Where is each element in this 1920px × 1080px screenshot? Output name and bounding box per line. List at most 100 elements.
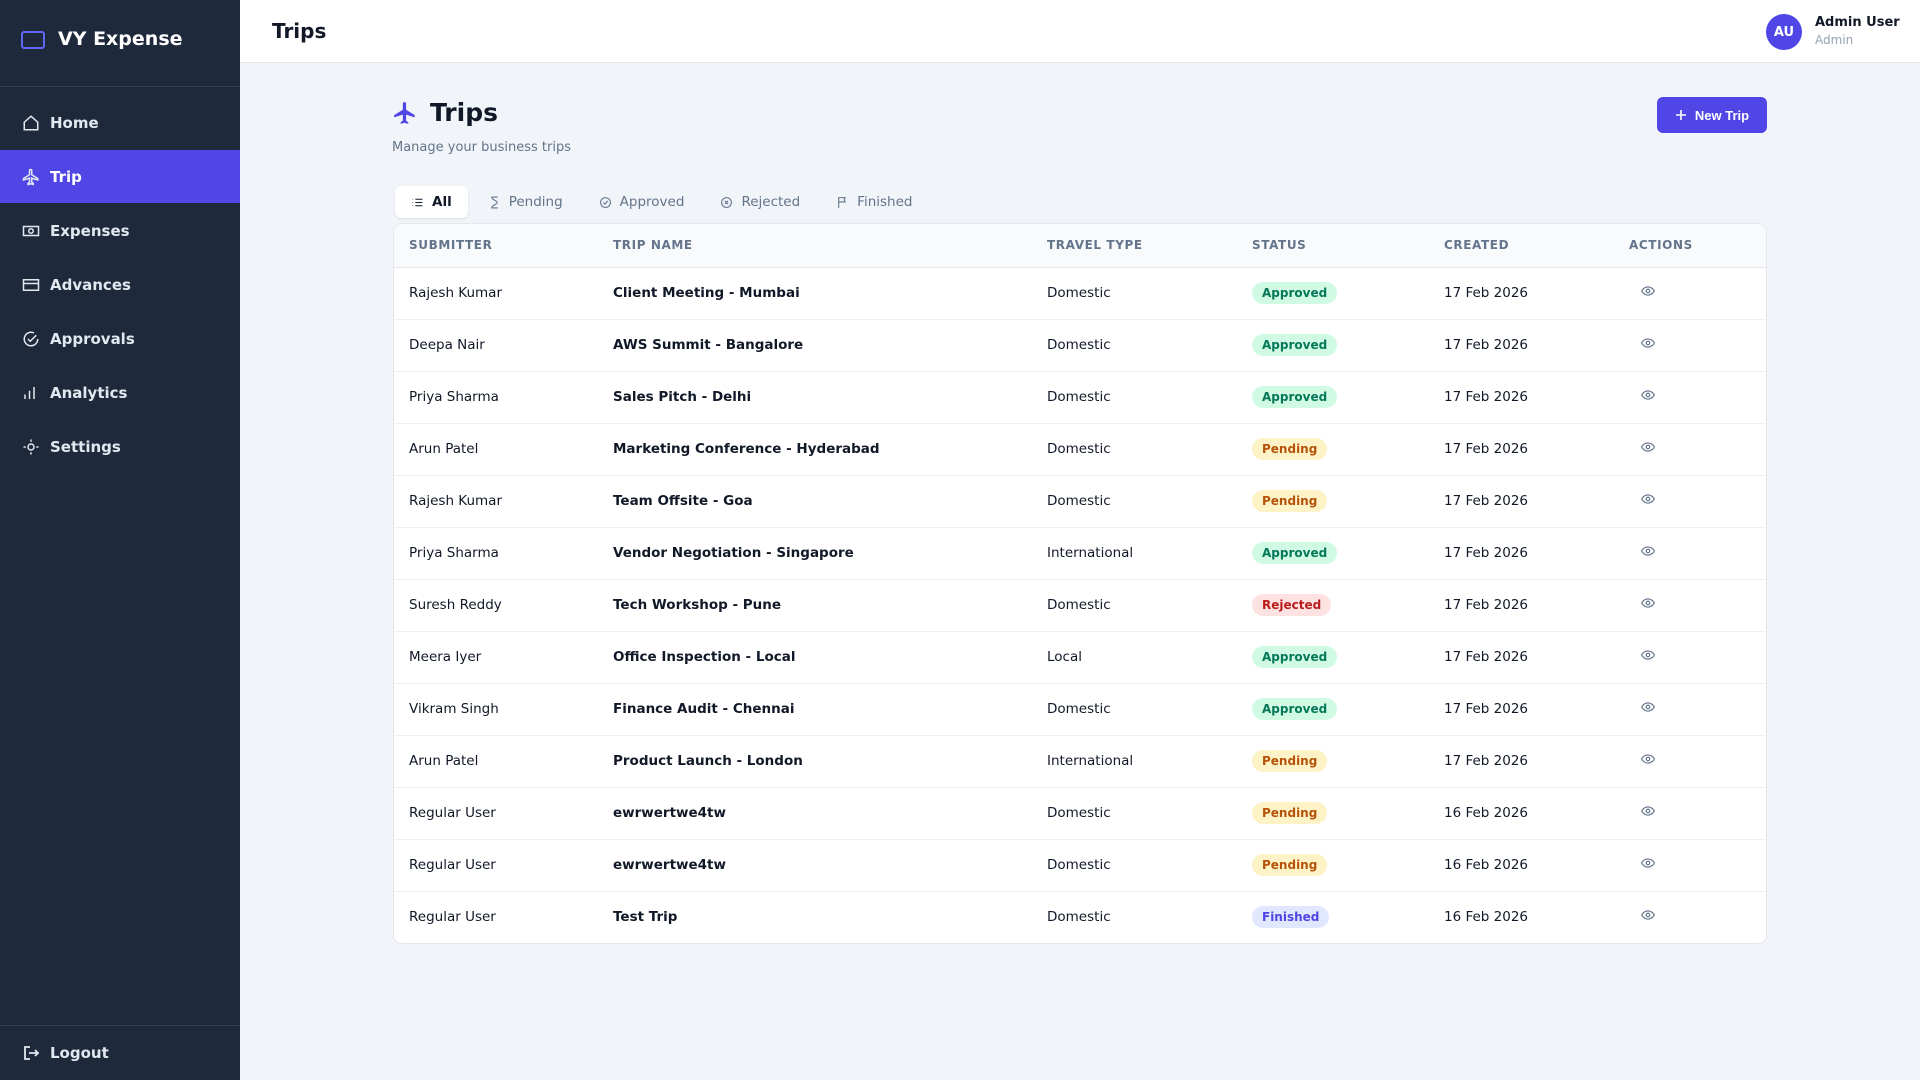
icon xyxy=(22,114,40,132)
nav-item[interactable]: Approvals xyxy=(0,312,240,365)
trip-row: Deepa Nair AWS Summit - Bangalore Domestic… xyxy=(394,319,1766,372)
nav-item[interactable]: Home xyxy=(0,96,240,149)
tab[interactable]: Finished xyxy=(820,186,928,218)
icon xyxy=(720,196,733,209)
trip-name: Test Trip xyxy=(613,909,678,926)
nav-item[interactable]: Analytics xyxy=(0,366,240,419)
nav-item[interactable]: Expenses xyxy=(0,204,240,257)
tab-label: All xyxy=(432,194,452,210)
icon xyxy=(836,196,849,209)
trip-row: Suresh Reddy Tech Workshop - Pune Domestic… xyxy=(394,579,1766,632)
brand-name: VY Expense xyxy=(58,28,183,50)
new-trip-button[interactable]: New Trip xyxy=(1657,97,1767,133)
nav-label: Expenses xyxy=(50,221,130,240)
trip-row: Priya Sharma Vendor Negotiation - Singapo… xyxy=(394,527,1766,580)
page-title-text: Trips xyxy=(430,98,498,127)
cell: Rajesh Kumar xyxy=(394,267,612,320)
page-subtitle: Manage your business trips xyxy=(392,140,572,155)
icon xyxy=(22,168,40,186)
icon xyxy=(22,384,40,402)
header-row: SUBMITTER TRIP NAME TRAVEL TYPE STATUS CREAT… xyxy=(394,224,1766,268)
status-cell: Approved xyxy=(1251,371,1443,424)
actions-cell xyxy=(1628,319,1766,372)
nav-item[interactable]: Settings xyxy=(0,420,240,473)
trip-name: Office Inspection - Local xyxy=(612,631,1046,684)
status-cell: Finished xyxy=(1251,891,1443,943)
logout[interactable]: Logout xyxy=(0,1026,240,1079)
trip-row: Rajesh Kumar Team Offsite - Goa Domestic Pe… xyxy=(394,475,1766,528)
tab[interactable]: Pending xyxy=(472,186,579,218)
topbar: Trips AU Admin User Admin xyxy=(240,0,1920,63)
view-button[interactable] xyxy=(1641,596,1655,610)
status-badge: Pending xyxy=(1252,490,1328,512)
divider xyxy=(0,1025,240,1026)
column-header: SUBMITTER xyxy=(394,224,612,268)
view-button[interactable] xyxy=(1641,388,1655,402)
column-header: TRIP NAME xyxy=(612,224,1046,268)
actions-cell xyxy=(1628,475,1766,528)
cell: 17 Feb 2026 xyxy=(1443,371,1628,424)
view-button[interactable] xyxy=(1641,492,1655,506)
view-button[interactable] xyxy=(1641,284,1655,298)
column-header: ACTIONS xyxy=(1628,224,1766,268)
status-cell: Pending xyxy=(1251,475,1443,528)
cell: 17 Feb 2026 xyxy=(1443,683,1628,736)
tab[interactable]: Rejected xyxy=(704,186,816,218)
status-cell: Pending xyxy=(1251,423,1443,476)
topbar-title: Trips xyxy=(272,19,327,43)
view-button[interactable] xyxy=(1641,752,1655,766)
trip-row: Rajesh Kumar Client Meeting - Mumbai Domes… xyxy=(394,267,1766,320)
cell: Domestic xyxy=(1046,839,1251,892)
avatar[interactable]: AU xyxy=(1766,14,1802,50)
trip-row: Regular User ewrwertwe4tw Domestic Pending 1… xyxy=(394,839,1766,892)
cell: 17 Feb 2026 xyxy=(1443,267,1628,320)
user-name: Admin User xyxy=(1815,15,1900,30)
status-cell: Approved xyxy=(1251,527,1443,580)
trip-name: ewrwertwe4tw xyxy=(612,839,1046,892)
actions-cell xyxy=(1628,787,1766,840)
actions-cell xyxy=(1628,631,1766,684)
icon xyxy=(488,196,501,209)
actions-cell xyxy=(1628,527,1766,580)
nav-label: Approvals xyxy=(50,329,135,348)
nav-item[interactable]: Trip xyxy=(0,150,240,203)
view-button[interactable] xyxy=(1641,336,1655,350)
trip-row: Meera Iyer Office Inspection - Local Local… xyxy=(394,631,1766,684)
column-header: CREATED xyxy=(1443,224,1628,268)
tab[interactable]: Approved xyxy=(583,186,701,218)
nav-label: Home xyxy=(50,113,99,132)
icon xyxy=(22,438,40,456)
cell: Domestic xyxy=(1047,909,1111,926)
icon xyxy=(411,196,424,209)
view-button[interactable] xyxy=(1641,648,1655,662)
new-trip-label: New Trip xyxy=(1694,107,1750,123)
status-cell: Pending xyxy=(1251,839,1443,892)
view-button[interactable] xyxy=(1641,804,1655,818)
tab[interactable]: All xyxy=(395,186,468,218)
trip-row: Arun Patel Marketing Conference - Hyderab… xyxy=(394,423,1766,476)
cell: Regular User xyxy=(394,839,612,892)
actions-cell xyxy=(1628,579,1766,632)
logout-label: Logout xyxy=(50,1043,109,1062)
cell: Arun Patel xyxy=(394,423,612,476)
actions-cell xyxy=(1628,683,1766,736)
view-button[interactable] xyxy=(1641,856,1655,870)
trip-name: Vendor Negotiation - Singapore xyxy=(612,527,1046,580)
trip-row: Vikram Singh Finance Audit - Chennai Domes… xyxy=(394,683,1766,736)
divider xyxy=(0,86,240,87)
view-button[interactable] xyxy=(1641,700,1655,714)
view-button[interactable] xyxy=(1641,908,1655,922)
cell: Deepa Nair xyxy=(394,319,612,372)
cell: Domestic xyxy=(1046,267,1251,320)
actions-cell xyxy=(1628,891,1766,943)
nav-label: Trip xyxy=(50,167,82,186)
trip-row: Arun Patel Product Launch - London Interna… xyxy=(394,735,1766,788)
nav-item[interactable]: Advances xyxy=(0,258,240,311)
view-button[interactable] xyxy=(1641,440,1655,454)
status-cell: Rejected xyxy=(1251,579,1443,632)
cell: Local xyxy=(1046,631,1251,684)
view-button[interactable] xyxy=(1641,544,1655,558)
icon xyxy=(22,330,40,348)
cell: Rajesh Kumar xyxy=(394,475,612,528)
